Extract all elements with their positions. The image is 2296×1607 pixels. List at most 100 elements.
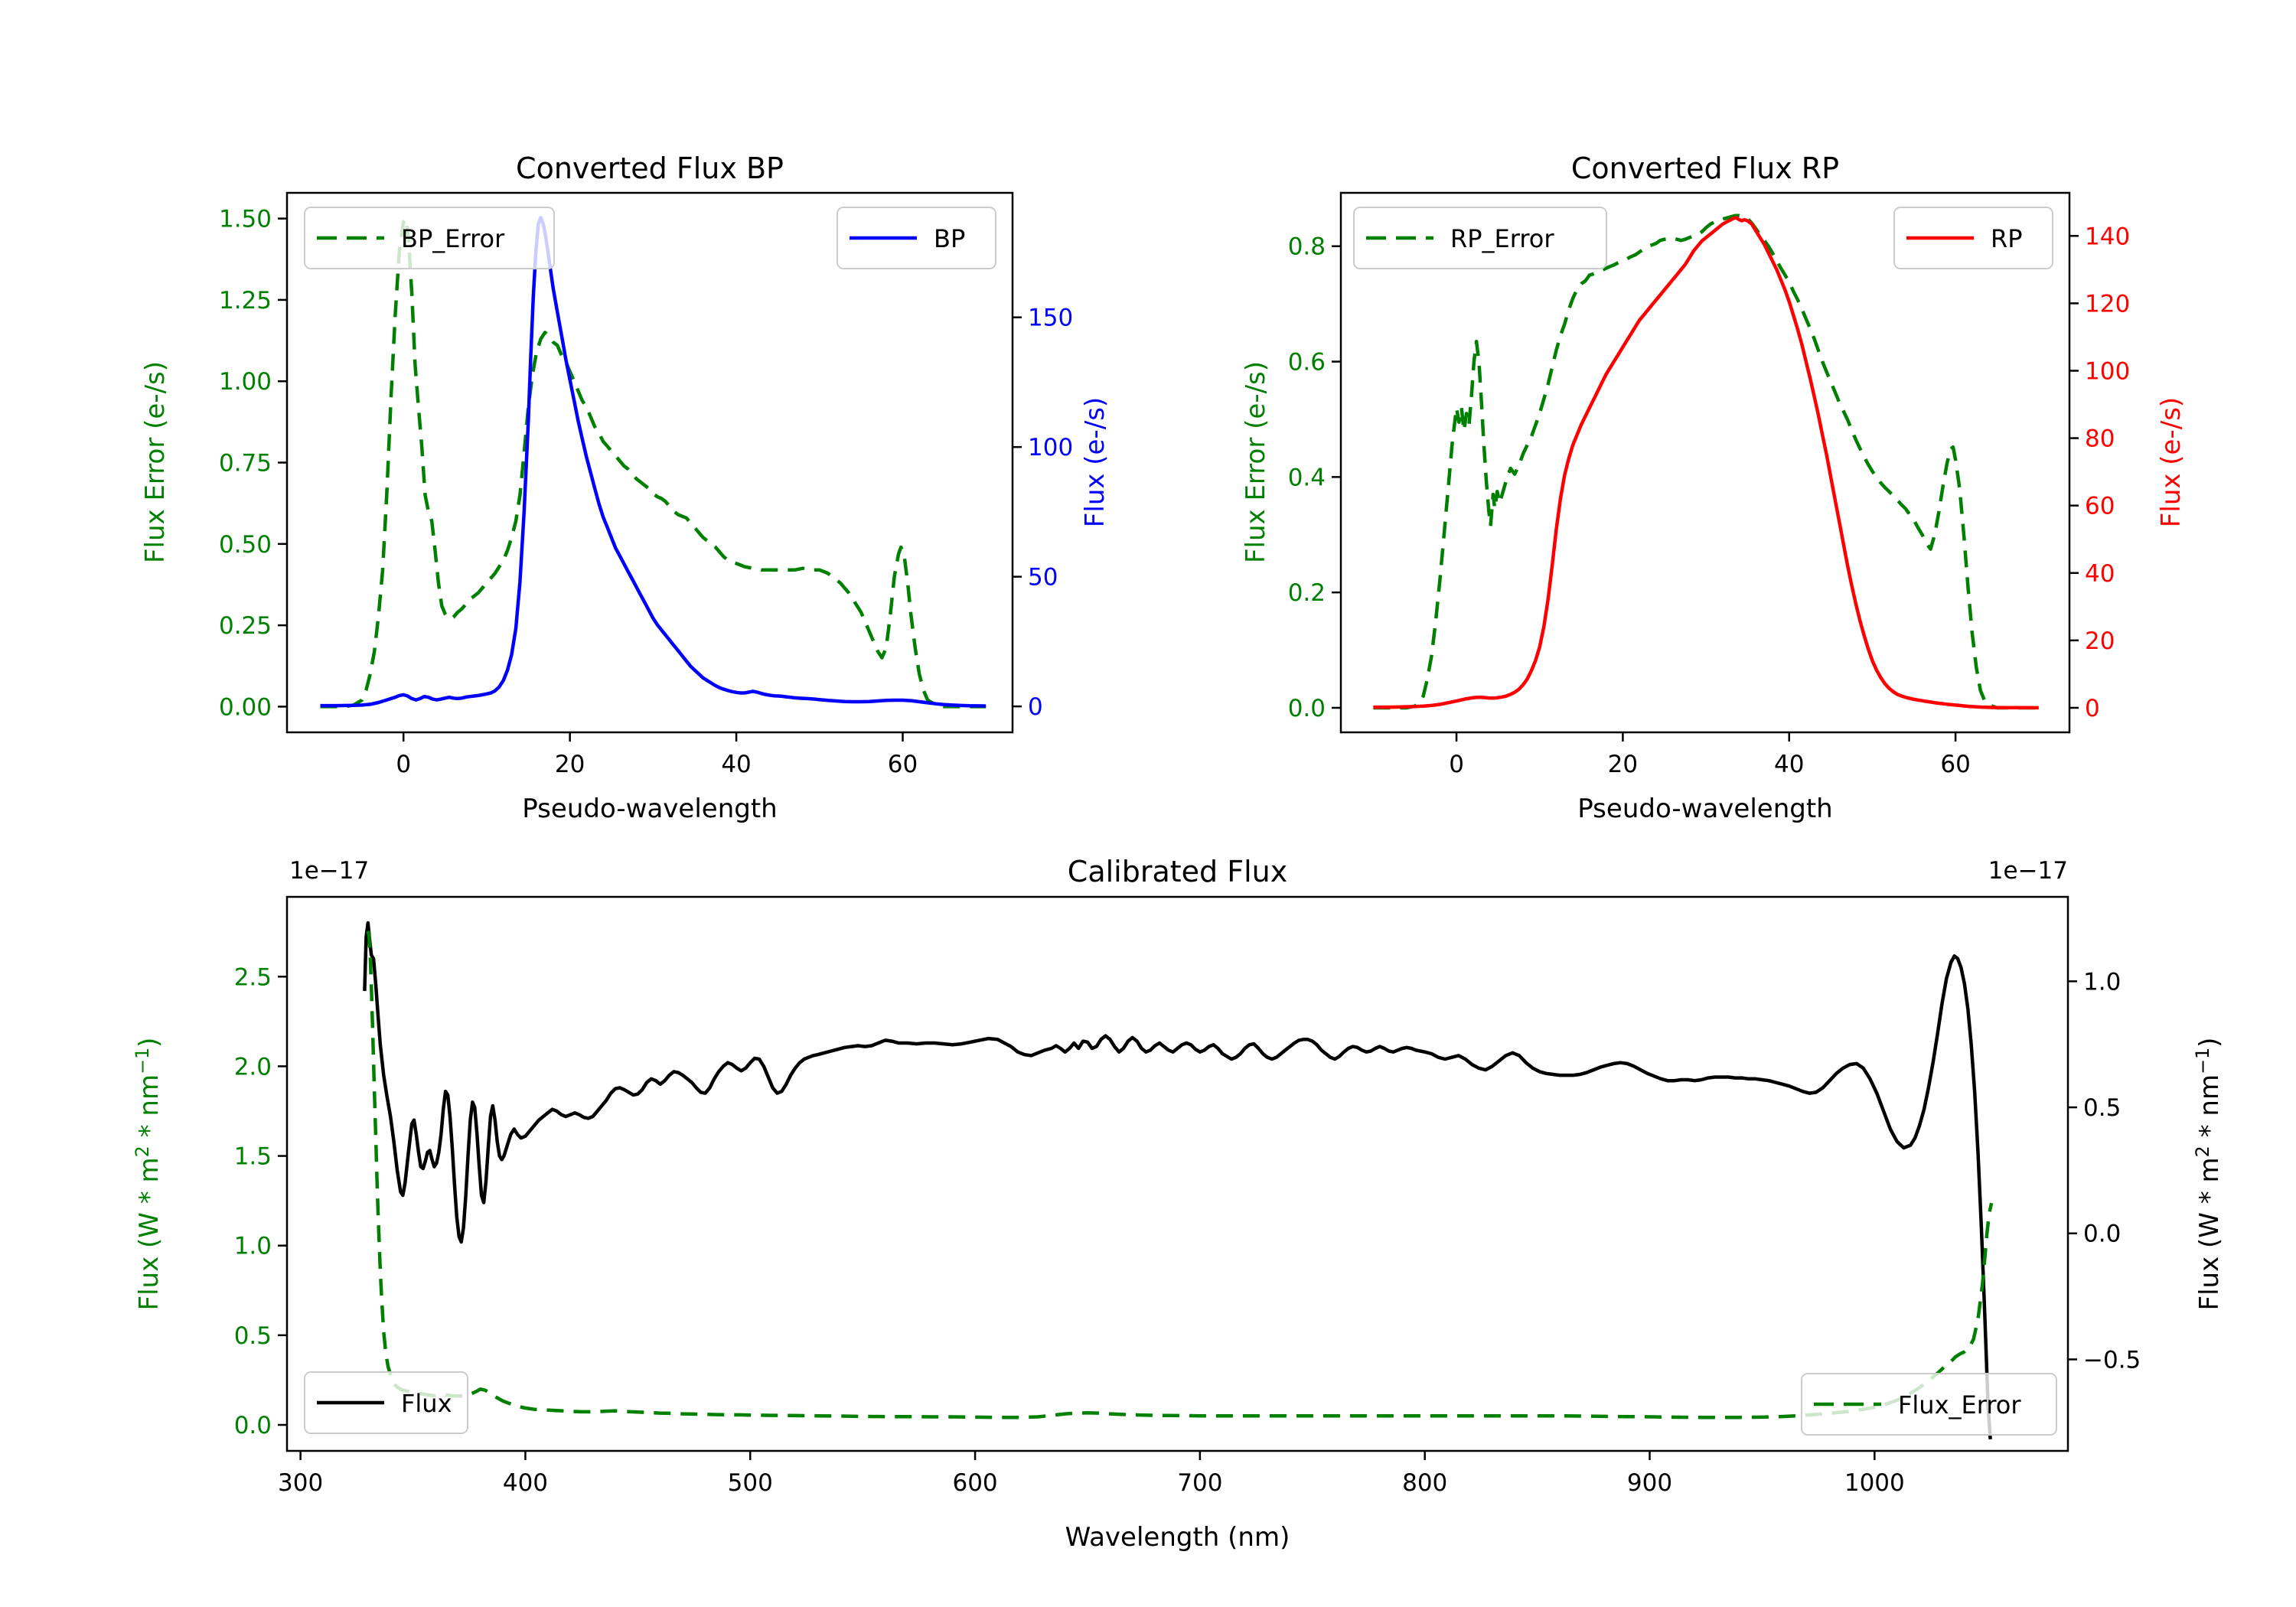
y-tick-label-right: 0 (2085, 695, 2100, 722)
y-tick-label-left: 0.0 (234, 1412, 272, 1439)
legend-bp-error: BP_Error (304, 207, 555, 269)
y-tick-label-left: 2.5 (234, 963, 272, 991)
x-tick-label: 700 (1177, 1469, 1222, 1497)
legend-label: Flux (401, 1389, 452, 1418)
plot-border (285, 191, 1014, 734)
y-tick-label-left: 0.5 (234, 1322, 272, 1350)
legend-label: BP_Error (401, 224, 505, 253)
x-tick-label: 40 (1774, 751, 1804, 778)
y-tick-label-right: 80 (2085, 425, 2115, 453)
y-axis-left-rp: 0.0 0.2 0.4 0.6 0.8 (1288, 233, 1341, 722)
y-tick-label-left: 0.2 (1288, 579, 1326, 607)
subplot-rp: 0 20 40 60 0.0 0.2 0.4 0.6 0.8 0 20 40 60 80 100 120 140… (1241, 152, 2187, 824)
x-axis-rp: 0 20 40 60 (1449, 732, 1971, 778)
y-tick-label-right: 0 (1028, 693, 1043, 721)
legend-rp: RP (1893, 207, 2053, 269)
y-tick-label-left: 2.0 (234, 1053, 272, 1081)
x-axis-bp: 0 20 40 60 (396, 732, 918, 778)
x-axis-label-rp: Pseudo-wavelength (1577, 794, 1832, 824)
bp-line (320, 215, 987, 708)
legend-box (1353, 207, 1607, 269)
y-tick-label-left: 0.25 (219, 612, 272, 640)
y-tick-label-left: 1.00 (219, 368, 272, 396)
y-tick-label-right: 60 (2085, 493, 2115, 520)
y-tick-label-left: 0.6 (1288, 349, 1326, 376)
bp-error-line (320, 217, 987, 709)
x-tick-label: 0 (1449, 751, 1464, 778)
y-tick-label-right: 120 (2085, 290, 2130, 318)
y-tick-label-right: 40 (2085, 560, 2115, 588)
y-tick-label-left: 1.50 (219, 206, 272, 233)
plot-area (287, 897, 2068, 1451)
y-tick-label-left: 0.4 (1288, 464, 1326, 491)
y-axis-label-left-rp: Flux Error (e-/s) (1241, 361, 1271, 563)
chart-title-calibrated: Calibrated Flux (1068, 855, 1287, 888)
x-tick-label: 500 (728, 1469, 773, 1497)
x-tick-label: 400 (503, 1469, 548, 1497)
y-tick-label-left: 0.50 (219, 531, 272, 559)
y-axis-right-bp: 0 50 100 150 (1013, 305, 1073, 721)
y-tick-label-left: 0.0 (1288, 695, 1326, 722)
legend-label: RP_Error (1450, 224, 1554, 253)
y-tick-label-right: 0.5 (2083, 1094, 2121, 1122)
x-tick-label: 300 (278, 1469, 323, 1497)
rp-line (1373, 216, 2039, 710)
chart-title-rp: Converted Flux RP (1571, 152, 1839, 185)
x-tick-label: 40 (721, 751, 751, 778)
y-tick-label-right: 150 (1028, 305, 1073, 332)
x-tick-label: 900 (1627, 1469, 1672, 1497)
y-tick-label-right: 100 (1028, 434, 1073, 461)
y-tick-label-right: 20 (2085, 627, 2115, 655)
y-axis-label-left-calibrated: Flux (W * m2 * nm−1) (132, 1038, 165, 1311)
y-tick-label-left: 0.00 (219, 693, 272, 721)
legend-box (304, 207, 555, 269)
x-axis-calibrated: 300 400 500 600 700 800 900 1000 (278, 1451, 1905, 1497)
y-axis-label-right-bp: Flux (e-/s) (1080, 397, 1110, 527)
x-tick-label: 1000 (1844, 1469, 1905, 1497)
legend-label: Flux_Error (1898, 1390, 2021, 1420)
y-axis-label-right-calibrated: Flux (W * m2 * nm−1) (2192, 1038, 2225, 1311)
chart-title-bp: Converted Flux BP (516, 152, 784, 185)
y-tick-label-left: 1.5 (234, 1143, 272, 1171)
x-tick-label: 20 (1608, 751, 1638, 778)
offset-text-left: 1e−17 (289, 857, 369, 885)
x-axis-label-calibrated: Wavelength (nm) (1065, 1522, 1290, 1553)
y-tick-label-right: 100 (2085, 357, 2130, 385)
y-axis-right-calibrated: −0.5 0.0 0.5 1.0 (2068, 968, 2141, 1374)
y-axis-label-left-bp: Flux Error (e-/s) (140, 361, 171, 563)
x-axis-label-bp: Pseudo-wavelength (522, 794, 777, 824)
legend-flux-error: Flux_Error (1801, 1373, 2057, 1436)
x-tick-label: 600 (952, 1469, 997, 1497)
legend-label: BP (934, 224, 965, 253)
y-tick-label-left: 1.0 (234, 1233, 272, 1260)
plot-area (287, 193, 1013, 732)
plot-border (285, 895, 2069, 1452)
plot-border (1339, 191, 2071, 734)
x-tick-label: 60 (1940, 751, 1970, 778)
legend-flux: Flux (304, 1371, 468, 1434)
y-tick-label-right: 0.0 (2083, 1221, 2121, 1248)
plot-area (1341, 193, 2069, 732)
x-tick-label: 0 (396, 751, 411, 778)
y-axis-left-bp: 0.00 0.25 0.50 0.75 1.00 1.25 1.50 (219, 206, 287, 721)
legend-bp: BP (837, 207, 996, 269)
subplot-calibrated: 300 400 500 600 700 800 900 1000 0.0 0.5 1.0 1.5 2.0… (132, 855, 2225, 1553)
x-tick-label: 60 (888, 751, 918, 778)
y-tick-label-right: −0.5 (2083, 1346, 2141, 1374)
rp-error-line (1373, 214, 2039, 710)
y-axis-left-calibrated: 0.0 0.5 1.0 1.5 2.0 2.5 (234, 963, 287, 1439)
y-tick-label-left: 0.8 (1288, 233, 1326, 261)
y-tick-label-right: 1.0 (2083, 968, 2121, 996)
y-axis-right-rp: 0 20 40 60 80 100 120 140 (2069, 223, 2130, 722)
x-tick-label: 800 (1402, 1469, 1447, 1497)
legend-rp-error: RP_Error (1353, 207, 1607, 269)
offset-text-right: 1e−17 (1988, 857, 2068, 885)
y-tick-label-left: 0.75 (219, 450, 272, 478)
legend-label: RP (1991, 224, 2023, 253)
subplot-bp: 0 20 40 60 0.00 0.25 0.50 0.75 1.00 1.25 1.50 0 50 10… (140, 152, 1110, 824)
flux-line (363, 921, 1992, 1439)
legend-box (1801, 1373, 2057, 1436)
x-tick-label: 20 (555, 751, 585, 778)
